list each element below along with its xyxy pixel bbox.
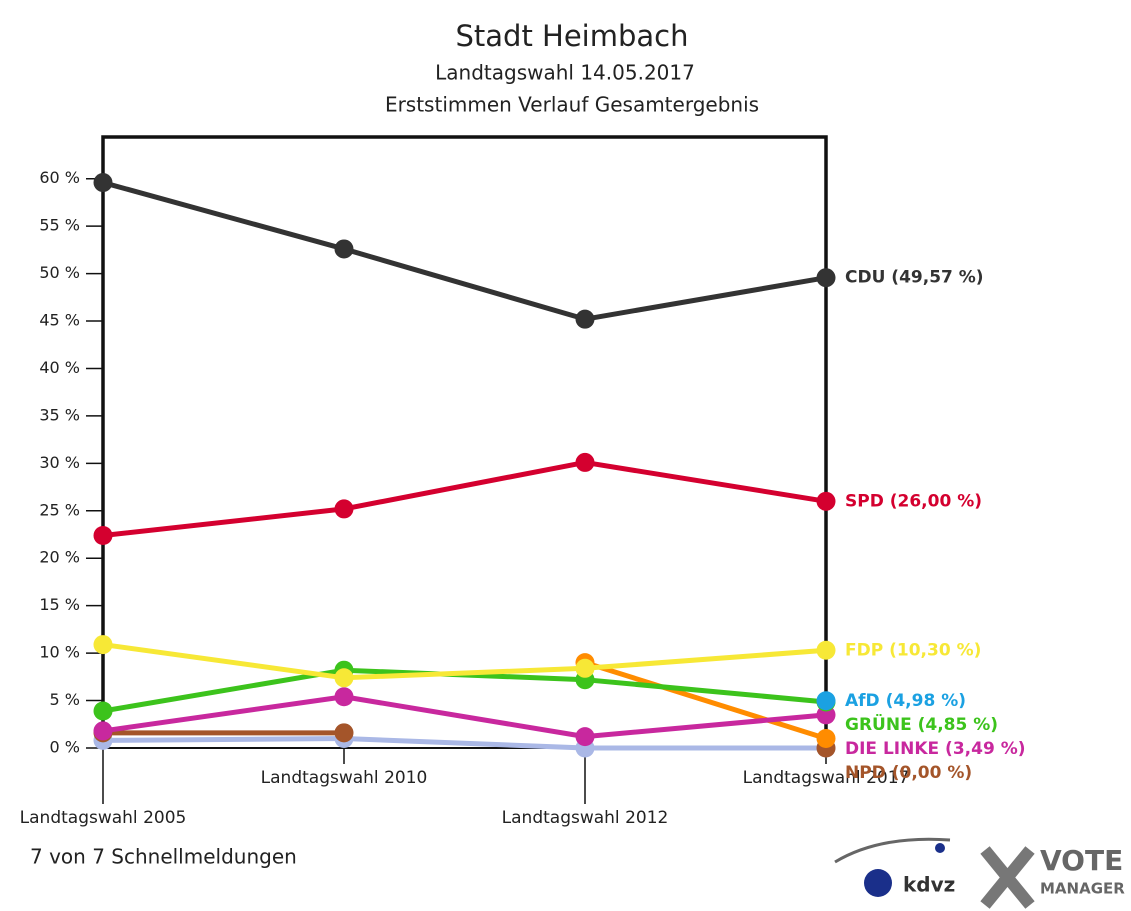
series-label: AfD (4,98 %) bbox=[845, 691, 966, 711]
series-label: NPD (0,00 %) bbox=[845, 763, 972, 783]
data-point bbox=[575, 309, 595, 329]
data-point bbox=[334, 687, 354, 707]
logo-text: kdvz bbox=[903, 873, 955, 897]
data-point bbox=[575, 452, 595, 472]
logo-dot bbox=[935, 843, 945, 853]
logo-cross bbox=[980, 846, 1035, 909]
data-point bbox=[334, 668, 354, 688]
data-point bbox=[93, 635, 113, 655]
logo-swoosh bbox=[834, 837, 951, 864]
x-tick-label: Landtagswahl 2010 bbox=[261, 768, 428, 788]
y-tick-label: 45 % bbox=[39, 311, 80, 330]
data-point bbox=[816, 729, 836, 749]
data-point bbox=[93, 173, 113, 193]
footer-note: 7 von 7 Schnellmeldungen bbox=[30, 845, 297, 869]
data-point bbox=[816, 491, 836, 511]
y-tick-label: 30 % bbox=[39, 453, 80, 472]
y-tick-label: 55 % bbox=[39, 216, 80, 235]
series-line bbox=[102, 459, 827, 538]
x-tick-label: Landtagswahl 2005 bbox=[20, 808, 187, 828]
y-tick-label: 5 % bbox=[50, 690, 80, 709]
x-tick-label: Landtagswahl 2017 bbox=[743, 768, 910, 788]
series-label: SPD (26,00 %) bbox=[845, 491, 982, 511]
series-line bbox=[102, 736, 826, 751]
y-tick-label: 0 % bbox=[50, 738, 80, 757]
y-tick-label: 50 % bbox=[39, 263, 80, 282]
series-label: CDU (49,57 %) bbox=[845, 268, 984, 288]
y-tick-label: 40 % bbox=[39, 358, 80, 377]
logo-vote: VOTE bbox=[1040, 844, 1123, 877]
data-point bbox=[816, 640, 836, 660]
series-line bbox=[584, 660, 827, 741]
logo-manager: MANAGER bbox=[1040, 880, 1125, 898]
plot-frame bbox=[101, 135, 828, 748]
series-line bbox=[102, 180, 827, 322]
chart-subtitle-2: Erststimmen Verlauf Gesamtergebnis bbox=[385, 93, 759, 117]
logo: kdvz VOTE MANAGER bbox=[834, 837, 1125, 909]
y-tick-label: 35 % bbox=[39, 405, 80, 424]
data-point bbox=[93, 525, 113, 545]
series-line bbox=[102, 694, 827, 740]
data-point bbox=[93, 721, 113, 741]
series-line bbox=[102, 642, 827, 681]
y-tick-label: 60 % bbox=[39, 168, 80, 187]
series-label: DIE LINKE (3,49 %) bbox=[845, 739, 1026, 759]
data-point bbox=[816, 268, 836, 288]
logo-ball bbox=[864, 869, 892, 897]
data-point bbox=[93, 701, 113, 721]
data-point bbox=[816, 691, 836, 711]
data-point bbox=[575, 658, 595, 678]
chart-subtitle: Landtagswahl 14.05.2017 bbox=[435, 61, 695, 85]
data-point bbox=[334, 723, 354, 743]
series-label: GRÜNE (4,85 %) bbox=[845, 713, 998, 735]
data-point bbox=[334, 239, 354, 259]
y-tick-label: 15 % bbox=[39, 595, 80, 614]
chart-title: Stadt Heimbach bbox=[455, 19, 688, 53]
data-point bbox=[334, 499, 354, 519]
series-label: FDP (10,30 %) bbox=[845, 640, 981, 660]
y-tick-label: 25 % bbox=[39, 500, 80, 519]
x-tick-label: Landtagswahl 2012 bbox=[502, 808, 669, 828]
data-point bbox=[575, 727, 595, 747]
y-tick-label: 10 % bbox=[39, 643, 80, 662]
y-tick-label: 20 % bbox=[39, 548, 80, 567]
